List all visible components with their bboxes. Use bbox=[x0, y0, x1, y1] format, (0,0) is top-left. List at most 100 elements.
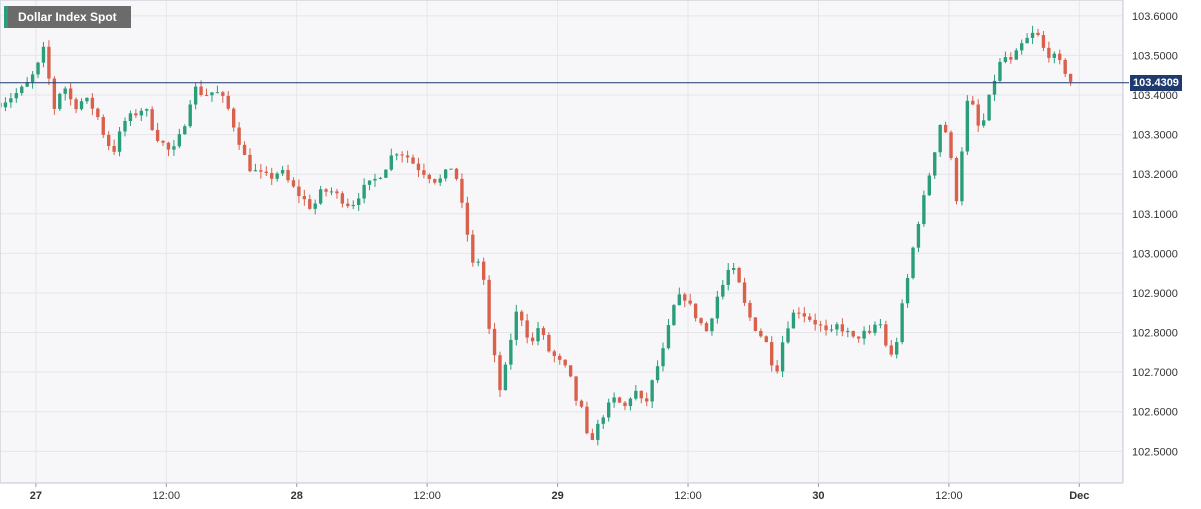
y-tick-label: 103.3000 bbox=[1132, 130, 1178, 142]
candle-body-up bbox=[215, 92, 220, 94]
candle bbox=[514, 304, 518, 346]
candle-body-down bbox=[1041, 35, 1046, 48]
candle bbox=[971, 95, 975, 106]
y-tick-label: 103.5000 bbox=[1132, 50, 1178, 62]
candle bbox=[139, 107, 143, 122]
candle-body-down bbox=[427, 174, 432, 180]
candle bbox=[655, 360, 660, 384]
candle-body-up bbox=[922, 195, 926, 225]
candle bbox=[416, 157, 421, 178]
candle bbox=[433, 178, 437, 185]
candle bbox=[905, 273, 910, 308]
candle bbox=[362, 178, 366, 204]
y-tick-label: 103.0000 bbox=[1132, 248, 1178, 260]
candle bbox=[476, 258, 480, 267]
candle bbox=[1063, 58, 1067, 78]
candle-body-down bbox=[520, 311, 524, 321]
candle-body-up bbox=[318, 189, 323, 204]
candle bbox=[492, 322, 497, 363]
candle-body-up bbox=[36, 62, 40, 75]
candle bbox=[916, 221, 921, 253]
candle-body-up bbox=[367, 180, 372, 185]
candle-body-down bbox=[155, 129, 160, 141]
candle bbox=[1014, 48, 1018, 60]
candle bbox=[427, 173, 432, 184]
x-tick-label: 12:00 bbox=[413, 490, 441, 502]
candle-body-down bbox=[867, 330, 872, 333]
candle bbox=[666, 318, 671, 350]
candle bbox=[558, 353, 562, 365]
candle bbox=[862, 326, 866, 345]
candle bbox=[938, 124, 942, 157]
x-tick-label: 29 bbox=[551, 490, 563, 502]
candle-body-down bbox=[471, 234, 475, 263]
candle-body-up bbox=[253, 170, 258, 172]
candle bbox=[150, 106, 154, 132]
candle bbox=[128, 110, 133, 127]
candle-body-up bbox=[79, 101, 84, 110]
candle-body-up bbox=[449, 168, 453, 170]
candle-body-up bbox=[280, 170, 285, 174]
candle-body-down bbox=[302, 196, 307, 200]
candle bbox=[30, 71, 35, 89]
candle bbox=[1058, 49, 1062, 65]
candle-body-down bbox=[693, 303, 698, 319]
candle-body-up bbox=[476, 261, 480, 263]
candle-body-up bbox=[193, 86, 198, 105]
candle bbox=[471, 229, 475, 267]
candle-body-up bbox=[509, 339, 513, 365]
candle-body-up bbox=[612, 397, 616, 403]
candle bbox=[911, 246, 915, 280]
candle-body-down bbox=[683, 294, 687, 301]
candle-body-down bbox=[742, 282, 747, 303]
candle-body-down bbox=[976, 104, 980, 126]
candle bbox=[373, 173, 377, 187]
candle bbox=[617, 396, 622, 403]
candle-body-up bbox=[878, 324, 883, 326]
candle bbox=[824, 319, 828, 336]
candle-body-up bbox=[1003, 57, 1008, 62]
candle-body-down bbox=[856, 336, 861, 339]
candle bbox=[221, 90, 225, 103]
candle-body-down bbox=[818, 324, 823, 326]
candle bbox=[449, 168, 453, 170]
candle-body-up bbox=[726, 269, 730, 285]
candle-body-up bbox=[128, 113, 133, 122]
candle-body-down bbox=[547, 334, 551, 352]
candle-body-down bbox=[346, 203, 350, 207]
x-tick-label: 12:00 bbox=[935, 490, 963, 502]
y-tick-label: 102.6000 bbox=[1132, 407, 1178, 419]
candle-body-up bbox=[188, 104, 192, 127]
candle-body-down bbox=[112, 145, 116, 152]
candle-body-up bbox=[933, 152, 937, 176]
candle bbox=[232, 107, 236, 132]
candle bbox=[123, 117, 127, 137]
candle-body-down bbox=[775, 365, 779, 372]
y-tick-label: 103.4000 bbox=[1132, 90, 1178, 102]
candle-body-down bbox=[748, 302, 752, 318]
candle bbox=[677, 287, 682, 306]
candle bbox=[1009, 52, 1013, 64]
candle bbox=[270, 167, 274, 186]
candle-body-up bbox=[1030, 32, 1035, 38]
candle-body-up bbox=[672, 305, 676, 326]
candle bbox=[74, 97, 78, 114]
candle bbox=[346, 198, 350, 209]
candle-body-down bbox=[558, 355, 562, 360]
candle-body-down bbox=[324, 189, 328, 192]
candle bbox=[498, 351, 502, 397]
candle bbox=[313, 199, 317, 215]
x-tick-label: 12:00 bbox=[674, 490, 702, 502]
candle bbox=[101, 114, 105, 138]
candle bbox=[525, 313, 529, 344]
candle bbox=[650, 379, 654, 409]
candle-body-down bbox=[134, 113, 138, 116]
candle-body-down bbox=[270, 173, 274, 179]
candle bbox=[992, 74, 997, 102]
candle bbox=[1068, 73, 1073, 86]
candle-body-down bbox=[568, 365, 573, 377]
candle-body-up bbox=[1014, 50, 1018, 60]
candle-body-down bbox=[481, 261, 486, 280]
candle bbox=[933, 151, 937, 179]
